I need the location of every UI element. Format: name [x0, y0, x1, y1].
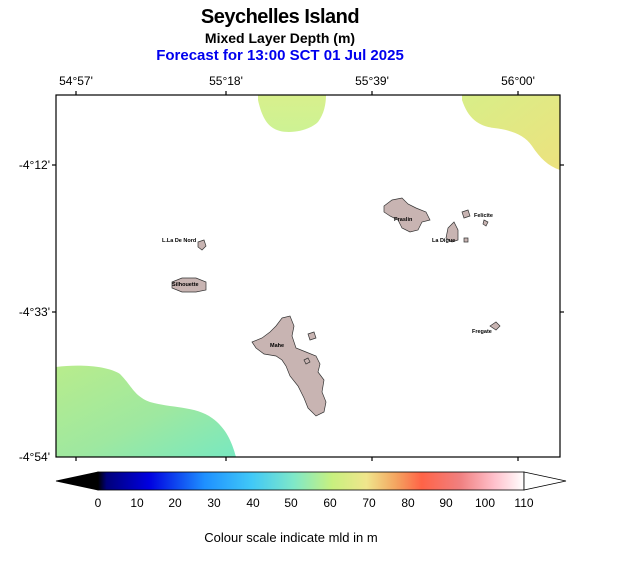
- colorbar-caption: Colour scale indicate mld in m: [204, 530, 378, 545]
- island-felicite: [461, 209, 471, 219]
- place-label: Fregate: [472, 329, 492, 335]
- colorbar-tick: 10: [130, 496, 144, 510]
- colorbar-tick: 100: [474, 496, 496, 510]
- colorbar-tick: 40: [246, 496, 260, 510]
- place-label: Mahe: [270, 343, 284, 349]
- colorbar-tick: 30: [207, 496, 221, 510]
- colorbar-tick: 110: [514, 496, 534, 510]
- colorbar-tick: 20: [168, 496, 182, 510]
- map-subtitle: Mixed Layer Depth (m): [204, 30, 356, 46]
- island-la-digue: [445, 221, 459, 243]
- mld-field-north: [258, 95, 326, 132]
- map-frame: [55, 94, 561, 458]
- latitude-label: -4°33': [18, 305, 50, 319]
- latitude-label: -4°54': [18, 450, 50, 464]
- colorbar: [55, 471, 567, 491]
- longitude-label: 55°39': [355, 74, 389, 88]
- colorbar-tick: 0: [94, 496, 102, 510]
- place-label: L.La De Nord: [162, 238, 196, 244]
- island-mahe: [251, 315, 327, 417]
- latitude-label: -4°12': [18, 158, 50, 172]
- island-praslin: [383, 197, 431, 233]
- forecast-label: Forecast for 13:00 SCT 01 Jul 2025: [156, 47, 404, 64]
- axis-ticks: [52, 91, 564, 461]
- longitude-label: 56°00': [501, 74, 535, 88]
- colorbar-tick: 70: [362, 496, 376, 510]
- place-label: La Digue: [432, 238, 455, 244]
- colorbar-tick: 60: [323, 496, 337, 510]
- island-fregate: [489, 321, 501, 331]
- place-label: Felicite: [474, 213, 493, 219]
- colorbar-tick: 80: [401, 496, 415, 510]
- island-nord: [197, 239, 207, 251]
- place-label: Silhouette: [172, 282, 199, 288]
- islands: [171, 197, 501, 417]
- colorbar-over-arrow: [523, 471, 567, 491]
- place-label: Praslin: [394, 217, 413, 223]
- island-silhouette: [171, 277, 207, 293]
- mld-field-southwest: [56, 365, 236, 457]
- longitude-label: 55°18': [209, 74, 243, 88]
- colorbar-under-arrow: [55, 471, 99, 491]
- longitude-label: 54°57': [59, 74, 93, 88]
- map-title: Seychelles Island: [200, 6, 360, 28]
- colorbar-tick: 90: [439, 496, 453, 510]
- colorbar-gradient: [97, 471, 525, 491]
- colorbar-tick: 50: [284, 496, 298, 510]
- mld-field-northeast: [462, 95, 560, 170]
